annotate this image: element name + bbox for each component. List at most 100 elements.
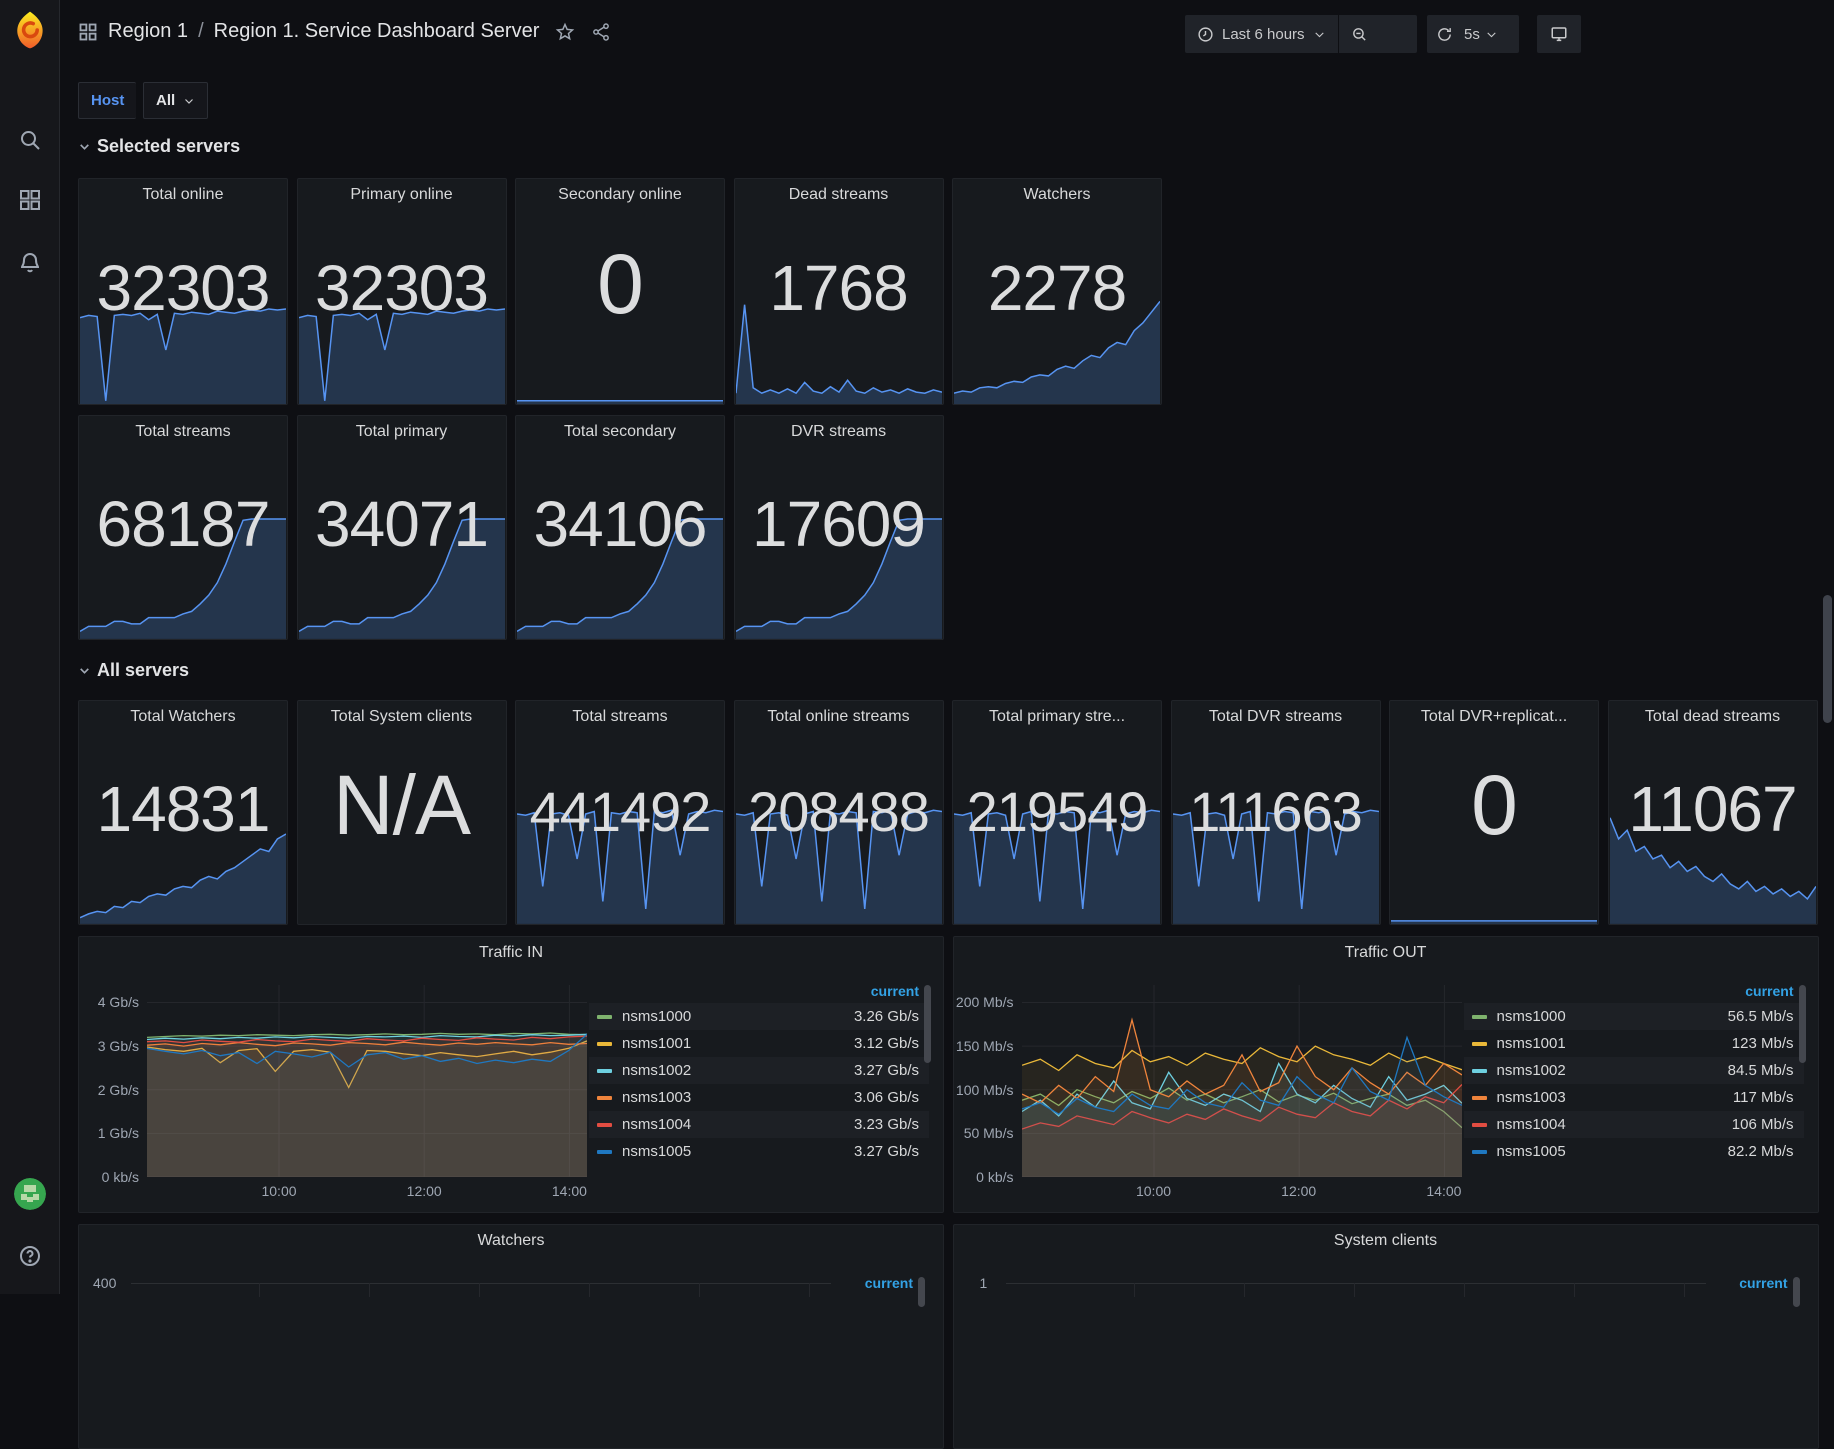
panel-title[interactable]: Watchers bbox=[1023, 186, 1091, 203]
panel-title[interactable]: Total System clients bbox=[330, 708, 473, 725]
stat-value: 34071 bbox=[315, 487, 489, 560]
panel-title[interactable]: Total Watchers bbox=[130, 708, 236, 725]
user-avatar[interactable] bbox=[14, 1178, 46, 1210]
host-filter-label[interactable]: Host bbox=[78, 82, 137, 119]
panel-title[interactable]: Total primary bbox=[355, 423, 448, 440]
host-filter-value[interactable]: All bbox=[143, 82, 209, 119]
section-all-servers[interactable]: All servers bbox=[78, 660, 189, 681]
stat-sparkline bbox=[517, 799, 723, 924]
panel-title[interactable]: System clients bbox=[1333, 1232, 1438, 1249]
panel-title[interactable]: Total dead streams bbox=[1644, 708, 1781, 725]
panel-title[interactable]: Traffic IN bbox=[478, 944, 543, 961]
panel-title[interactable]: Total DVR+replicat... bbox=[1420, 708, 1568, 725]
legend-row: nsms1001 3.12 Gb/s bbox=[589, 1030, 929, 1057]
grafana-logo[interactable] bbox=[10, 10, 50, 50]
stat-panel-total-online: Total online 32303 bbox=[78, 178, 288, 405]
legend-series-name[interactable]: nsms1000 bbox=[1496, 1008, 1566, 1025]
legend-series-name[interactable]: nsms1000 bbox=[622, 1008, 692, 1025]
page-scrollbar[interactable] bbox=[1823, 595, 1832, 723]
stat-value: 441492 bbox=[529, 779, 712, 843]
stat-sparkline bbox=[954, 799, 1160, 924]
panel-title[interactable]: Total online bbox=[142, 186, 224, 203]
legend-series-name[interactable]: nsms1003 bbox=[1496, 1089, 1566, 1106]
legend-series-swatch[interactable] bbox=[597, 1014, 612, 1019]
legend-series-name[interactable]: nsms1005 bbox=[622, 1143, 692, 1160]
legend-series-swatch[interactable] bbox=[597, 1122, 612, 1127]
graph-panel-traffic-in: Traffic IN 4 Gb/s 3 Gb/s 2 Gb/s 1 Gb/s 0 kb/… bbox=[78, 936, 944, 1213]
panel-title[interactable]: Dead streams bbox=[788, 186, 889, 203]
axis-tick-label: 12:00 bbox=[406, 1183, 442, 1199]
section-selected-servers[interactable]: Selected servers bbox=[78, 136, 240, 157]
search-icon[interactable] bbox=[14, 124, 46, 156]
stat-value: 32303 bbox=[96, 251, 271, 324]
legend-series-swatch[interactable] bbox=[597, 1149, 612, 1154]
legend-series-swatch[interactable] bbox=[1471, 1014, 1487, 1019]
legend-series-name[interactable]: nsms1002 bbox=[1496, 1062, 1566, 1079]
breadcrumb-folder[interactable]: Region 1 bbox=[108, 20, 189, 42]
legend-series-swatch[interactable] bbox=[1471, 1041, 1487, 1046]
refresh-button[interactable] bbox=[1427, 15, 1462, 53]
legend-current-header[interactable]: current bbox=[864, 1275, 913, 1291]
share-icon[interactable] bbox=[591, 22, 611, 42]
panel-title[interactable]: Primary online bbox=[350, 186, 453, 203]
legend-series-name[interactable]: nsms1004 bbox=[1496, 1116, 1566, 1133]
legend-scrollbar[interactable] bbox=[1792, 1277, 1800, 1307]
legend-scrollbar[interactable] bbox=[924, 985, 931, 1063]
legend-series-name[interactable]: nsms1004 bbox=[622, 1116, 692, 1133]
panel-title[interactable]: Secondary online bbox=[558, 186, 682, 203]
legend-scrollbar[interactable] bbox=[1798, 985, 1806, 1063]
panel-title[interactable]: Total online streams bbox=[767, 708, 910, 725]
gridline bbox=[369, 1283, 370, 1297]
legend-series-swatch[interactable] bbox=[1471, 1149, 1487, 1154]
legend-series-name[interactable]: nsms1002 bbox=[622, 1062, 692, 1079]
legend-series-name[interactable]: nsms1005 bbox=[1496, 1143, 1566, 1160]
alerting-bell-icon[interactable] bbox=[14, 246, 46, 278]
legend-series-name[interactable]: nsms1001 bbox=[1496, 1035, 1566, 1052]
panel-title[interactable]: Total streams bbox=[135, 423, 231, 440]
breadcrumb-dashboard-title[interactable]: Region 1. Service Dashboard Server bbox=[213, 20, 540, 42]
chevron-down-icon bbox=[80, 144, 89, 150]
legend-current-header[interactable]: current bbox=[870, 983, 919, 999]
legend-row: nsms1004 106 Mb/s bbox=[1463, 1111, 1804, 1138]
legend-series-swatch[interactable] bbox=[597, 1068, 612, 1073]
traffic-out-plot[interactable]: 200 Mb/s 150 Mb/s 100 Mb/s 50 Mb/s 0 kb/s 10:… bbox=[956, 985, 1462, 1199]
stat-sparkline bbox=[298, 296, 505, 404]
chevron-down-icon bbox=[185, 98, 194, 104]
panel-title[interactable]: Total primary stre... bbox=[988, 708, 1126, 725]
kiosk-mode-button[interactable] bbox=[1537, 15, 1581, 53]
time-range-picker[interactable]: Last 6 hours bbox=[1185, 15, 1338, 53]
panel-title[interactable]: Total streams bbox=[572, 708, 668, 725]
stat-value: 219549 bbox=[966, 779, 1149, 843]
gridline bbox=[1683, 1283, 1685, 1297]
stat-panel-total-watchers: Total Watchers 14831 bbox=[78, 700, 288, 925]
panel-title[interactable]: Total secondary bbox=[563, 423, 677, 440]
star-icon[interactable] bbox=[555, 22, 575, 42]
help-icon[interactable] bbox=[14, 1240, 46, 1272]
legend-current-header[interactable]: current bbox=[1739, 1275, 1788, 1291]
legend-series-swatch[interactable] bbox=[597, 1041, 612, 1046]
stat-panel-dvr-streams: DVR streams 17609 bbox=[733, 415, 944, 640]
zoom-out-button[interactable] bbox=[1339, 15, 1380, 53]
chevron-down-icon bbox=[1314, 31, 1324, 37]
section-title: All servers bbox=[97, 660, 190, 680]
refresh-interval-picker[interactable]: 5s bbox=[1462, 15, 1507, 53]
traffic-in-plot[interactable]: 4 Gb/s 3 Gb/s 2 Gb/s 1 Gb/s 0 kb/s 10:00 12:00… bbox=[98, 985, 587, 1199]
stat-sparkline bbox=[735, 799, 942, 924]
stat-value: 68187 bbox=[96, 487, 271, 560]
dashboards-icon[interactable] bbox=[14, 184, 46, 216]
legend-series-swatch[interactable] bbox=[1471, 1122, 1487, 1127]
legend-series-swatch[interactable] bbox=[1471, 1068, 1487, 1073]
legend-series-swatch[interactable] bbox=[1471, 1095, 1487, 1100]
legend-series-name[interactable]: nsms1001 bbox=[622, 1035, 692, 1052]
legend-series-swatch[interactable] bbox=[597, 1095, 612, 1100]
legend-current-header[interactable]: current bbox=[1745, 983, 1794, 999]
panel-title[interactable]: Watchers bbox=[477, 1232, 545, 1249]
legend-series-name[interactable]: nsms1003 bbox=[622, 1089, 692, 1106]
stat-panel-total-dvr-streams: Total DVR streams 111663 bbox=[1170, 700, 1381, 925]
panel-title[interactable]: Traffic OUT bbox=[1344, 944, 1427, 961]
refresh-icon bbox=[1438, 27, 1451, 41]
stat-value: 17609 bbox=[752, 487, 926, 560]
legend-scrollbar[interactable] bbox=[918, 1277, 925, 1307]
panel-title[interactable]: DVR streams bbox=[790, 423, 887, 440]
panel-title[interactable]: Total DVR streams bbox=[1208, 708, 1343, 725]
